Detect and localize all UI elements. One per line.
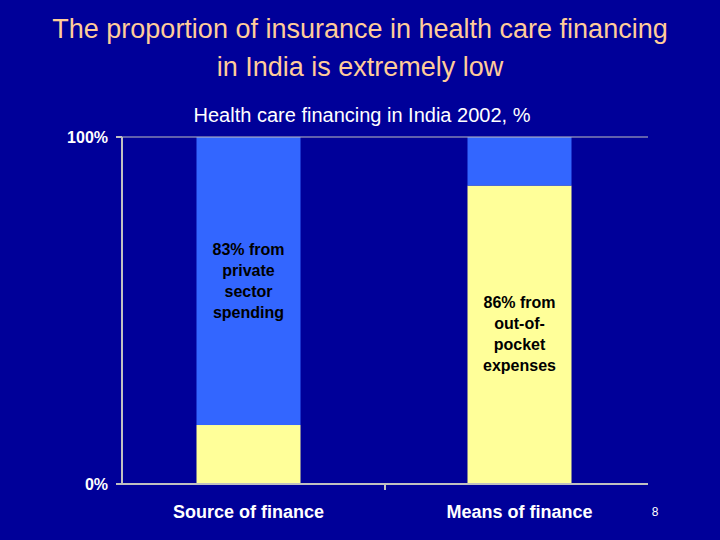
y-tick [116,136,122,138]
y-tick [116,483,122,485]
page-number: 8 [652,505,659,519]
bar-segment [468,137,572,186]
annotation: private [222,262,275,279]
category-label: Source of finance [173,502,324,522]
y-tick-label: 0% [85,476,108,493]
chart: The proportion of insurance in health ca… [0,0,720,540]
annotation: 86% from [483,294,555,311]
category-separator [384,484,386,490]
bars [197,137,572,484]
annotation: pocket [494,336,546,353]
frame-top [122,137,648,138]
bar-segment [468,186,572,484]
annotation: 83% from [212,241,284,258]
bar-segment [197,137,301,425]
background [0,0,720,540]
y-tick-label: 100% [67,129,108,146]
bar-segment [197,425,301,484]
category-label: Means of finance [446,502,592,522]
subtitle: Health care financing in India 2002, % [194,104,531,126]
title: The proportion of insurance in health ca… [52,14,667,82]
annotation: out-of- [494,315,545,332]
y-axis [121,137,123,484]
annotation: expenses [483,357,556,374]
annotation: sector [224,283,272,300]
annotation: spending [213,304,284,321]
